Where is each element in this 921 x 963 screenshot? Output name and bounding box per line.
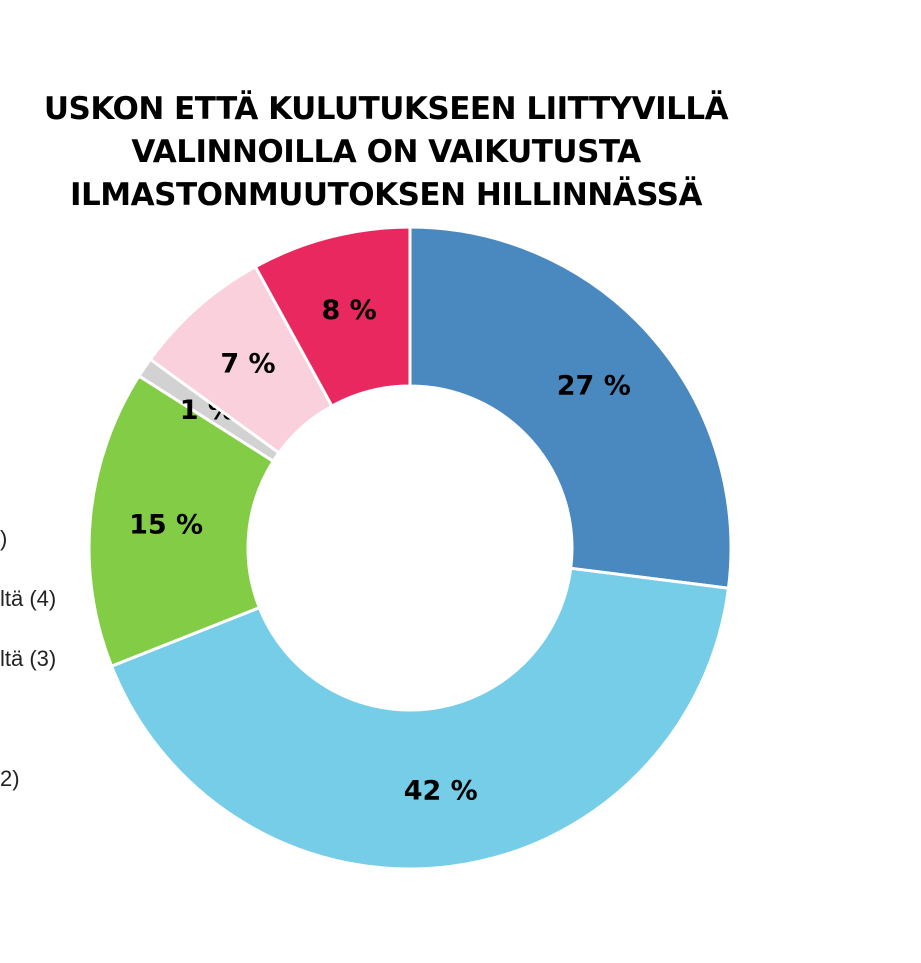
- legend-fragment-2: ltä (4): [0, 586, 57, 611]
- donut-slice-1: [408, 225, 733, 590]
- legend-fragment-1: ): [0, 526, 8, 551]
- slice-label-6: 8 %: [321, 295, 376, 326]
- slice-label-2: 42 %: [404, 776, 478, 807]
- legend-fragment-4: 2): [0, 766, 20, 791]
- chart-title-line-2: VALINNOILLA ON VAIKUTUSTA: [131, 134, 641, 170]
- chart-title-line-1: USKON ETTÄ KULUTUKSEEN LIITTYVILLÄ: [43, 91, 729, 127]
- legend-fragment-3: ltä (3): [0, 646, 57, 671]
- donut-slice-6: [253, 225, 412, 409]
- donut-slice-3: [87, 373, 276, 669]
- donut-slice-2: [109, 566, 731, 871]
- slice-label-3: 15 %: [129, 509, 203, 540]
- slice-label-1: 27 %: [557, 370, 631, 401]
- chart-title: USKON ETTÄ KULUTUKSEEN LIITTYVILLÄ VALIN…: [0, 88, 772, 217]
- slice-label-5: 7 %: [220, 349, 275, 380]
- chart-title-line-3: ILMASTONMUUTOKSEN HILLINNÄSSÄ: [69, 177, 703, 213]
